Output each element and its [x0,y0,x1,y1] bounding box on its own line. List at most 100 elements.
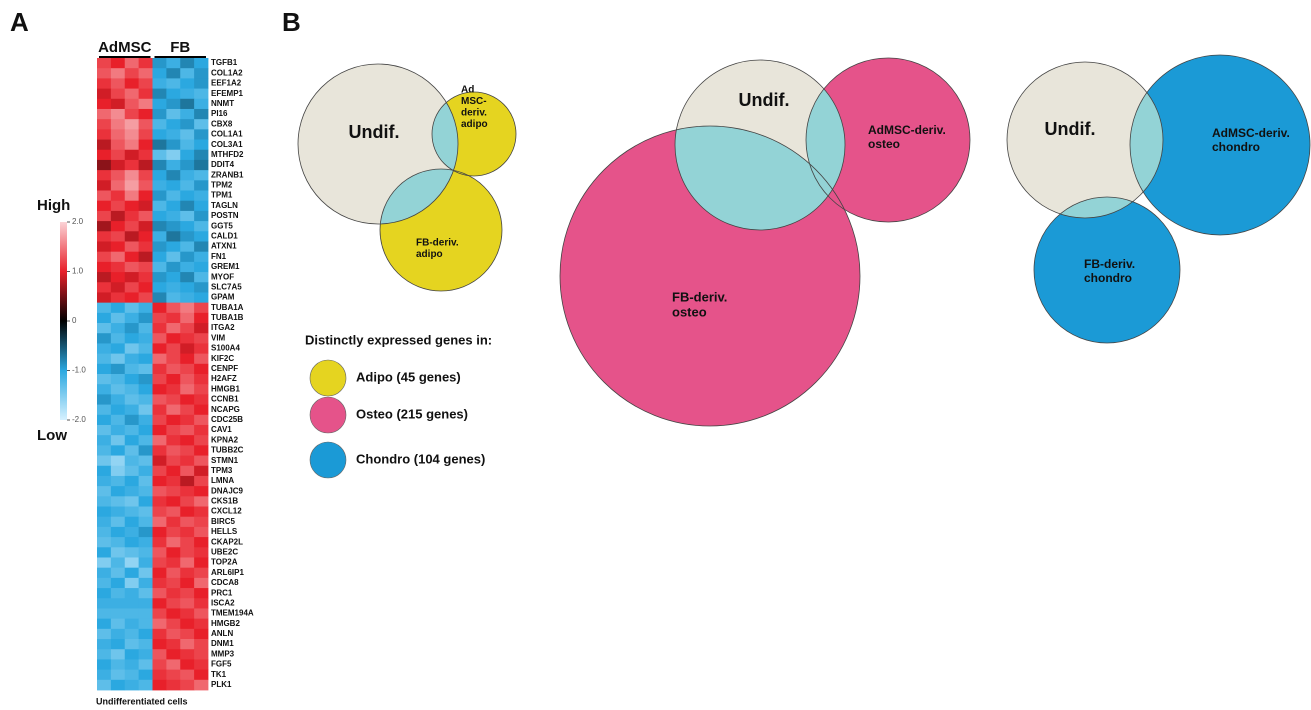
heatmap-cell [124,363,140,375]
heatmap-cell [180,506,195,518]
heatmap-cell [124,139,140,151]
heatmap-cell [124,190,140,202]
venn-undif [1007,62,1163,218]
heatmap-cell [97,78,112,89]
heatmap-cell [152,475,167,487]
heatmap-cell [97,302,112,314]
heatmap-cell [124,475,140,487]
heatmap-cell [138,445,153,456]
heatmap-cell [110,88,126,100]
heatmap-cell [194,526,209,538]
heatmap-cell [124,639,140,650]
scale-low: Low [37,427,67,444]
heatmap-cell [97,557,112,569]
heatmap-cell [124,557,140,569]
heatmap-cell [194,577,209,589]
heatmap-cell [110,424,126,436]
heatmap-cell [124,496,140,507]
heatmap-cell [138,679,153,691]
heatmap-cell [194,384,209,395]
heatmap-cell [138,608,153,620]
heatmap-cell [166,598,181,609]
heatmap-cell [97,180,112,191]
heatmap-cell [97,526,112,538]
heatmap-cell [124,577,140,589]
heatmap-cell [180,374,195,385]
heatmap-cell [124,302,140,314]
heatmap-cell [97,292,112,304]
heatmap-cell [97,374,112,385]
heatmap-cell [138,200,153,212]
heatmap-cell [110,333,126,344]
heatmap-cell [138,374,153,385]
heatmap-cell [138,353,153,365]
venn-set [806,58,970,222]
scale-high: High [37,197,70,214]
heatmap-cell [97,251,112,263]
heatmap-cell [180,108,195,120]
heatmap-cell [138,414,153,426]
group-label: AdMSC [98,39,151,56]
heatmap-cell [180,496,195,507]
heatmap-cell [152,88,167,100]
heatmap-cell [152,486,167,497]
heatmap-cell [138,170,153,181]
heatmap-cell [97,445,112,456]
scale-tick-label: -2.0 [72,415,86,424]
heatmap-cell [97,486,112,497]
heatmap-cell [110,272,126,283]
heatmap-cell [124,537,140,548]
heatmap-cell [97,475,112,487]
heatmap-cell [138,261,153,273]
heatmap-cell [166,475,181,487]
heatmap-cell [138,312,153,324]
heatmap-cell [124,343,140,355]
gene-label: CALD1 [211,231,238,240]
heatmap-cell [138,231,153,242]
heatmap-cell [124,669,140,681]
heatmap-cell [152,384,167,395]
heatmap-cell [138,598,153,609]
heatmap-cell [110,200,126,212]
heatmap-cell [166,272,181,283]
heatmap-cell [194,475,209,487]
heatmap-cell [124,414,140,426]
venn-label: Undif. [1045,119,1096,139]
heatmap-cell [138,639,153,650]
heatmap-cell [152,628,167,640]
venn-label: osteo [672,304,707,319]
heatmap-cell [152,129,167,140]
heatmap-cell [180,353,195,365]
heatmap-cell [97,353,112,365]
heatmap-cell [152,68,167,79]
heatmap-cell [166,353,181,365]
venn-outline [1129,54,1311,236]
heatmap-cell [166,639,181,650]
heatmap-cell [97,108,112,120]
heatmap-cell [110,526,126,538]
heatmap-cell [97,639,112,650]
heatmap-cell [110,486,126,497]
heatmap-cell [124,506,140,518]
heatmap-cell [194,557,209,569]
heatmap-cell [166,384,181,395]
heatmap-cell [110,190,126,202]
heatmap-cell [166,292,181,304]
venn-label: chondro [1084,271,1132,285]
heatmap-cell [194,679,209,691]
heatmap-cell [152,221,167,232]
gene-label: S100A4 [211,344,240,353]
gene-label: H2AFZ [211,374,237,383]
heatmap-cell [110,547,126,558]
heatmap-cell [97,404,112,416]
gene-label: COL1A1 [211,130,243,139]
heatmap-cell [124,241,140,253]
heatmap-cell [138,659,153,671]
heatmap-cell [194,221,209,232]
heatmap-cell [194,628,209,640]
heatmap-footer: Undifferentiated cells [96,696,188,706]
heatmap-cell [194,363,209,375]
heatmap-cell [194,404,209,416]
heatmap-cell [180,679,195,691]
heatmap-cell [180,435,195,446]
